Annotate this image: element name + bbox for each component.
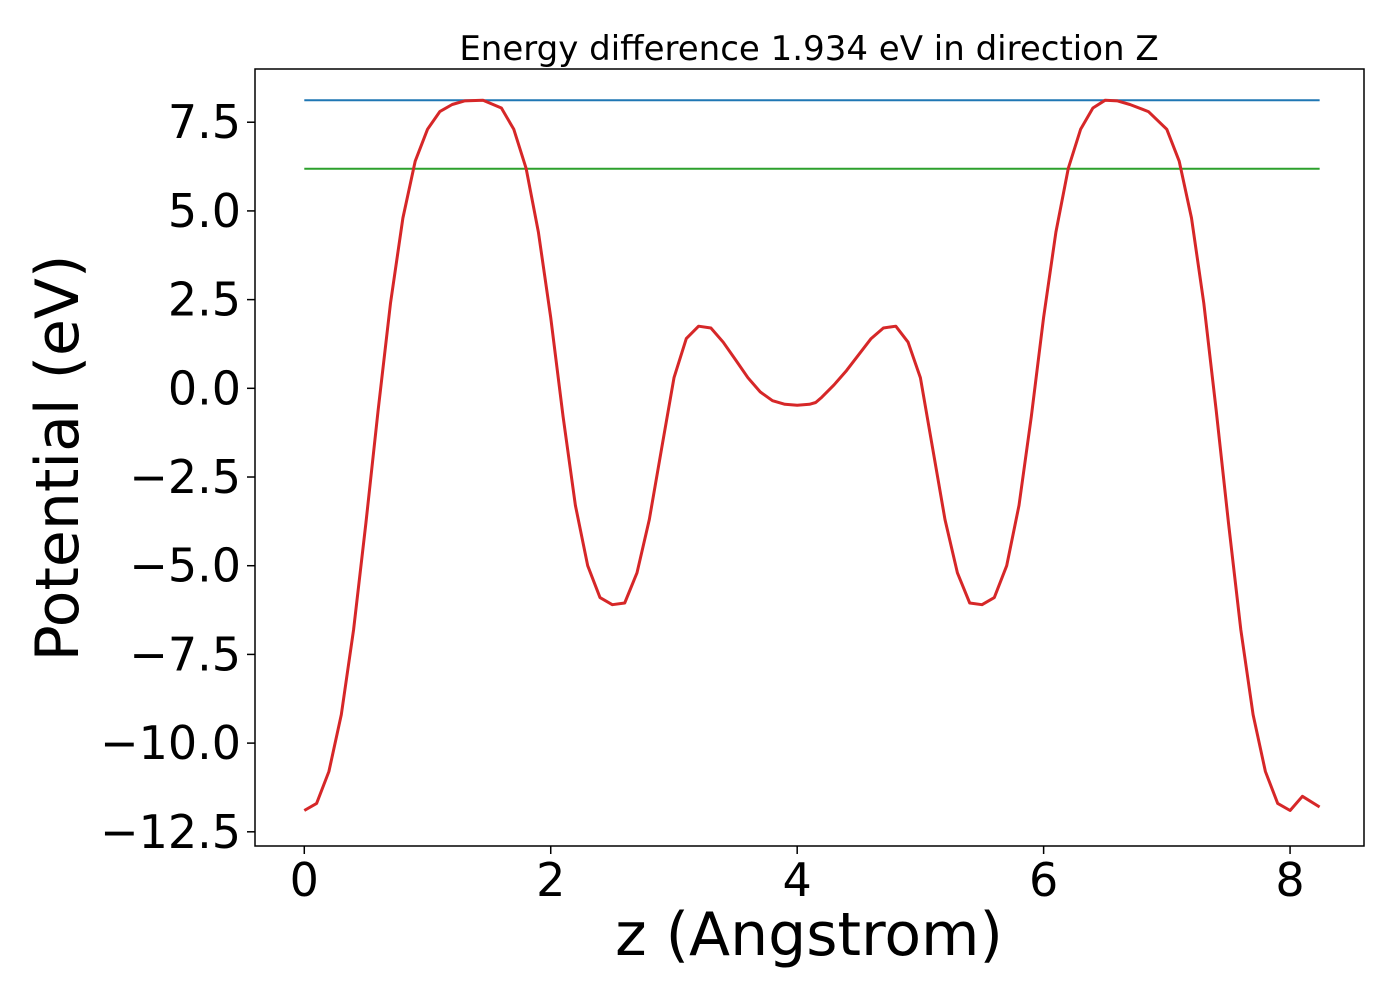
x-tick-label: 8 — [1275, 853, 1304, 907]
y-tick-label: 0.0 — [168, 361, 241, 415]
x-tick-label: 2 — [536, 853, 565, 907]
x-axis-ticks: 0 2 4 6 8 — [290, 846, 1305, 907]
x-tick-label: 0 — [290, 853, 319, 907]
y-tick-label: −5.0 — [129, 539, 241, 593]
potential-line — [303, 98, 1321, 812]
x-tick-label: 6 — [1029, 853, 1058, 907]
y-tick-label: −2.5 — [129, 450, 241, 504]
y-tick-label: −12.5 — [100, 805, 241, 859]
y-tick-label: 5.0 — [168, 184, 241, 238]
y-tick-label: 7.5 — [168, 95, 241, 149]
y-tick-label: 2.5 — [168, 273, 241, 327]
chart-title: Energy difference 1.934 eV in direction … — [459, 29, 1158, 69]
axes-frame — [254, 68, 1365, 847]
y-tick-label: −10.0 — [100, 716, 241, 770]
x-tick-label: 4 — [783, 853, 812, 907]
y-axis-label: Potential (eV) — [23, 255, 93, 662]
x-axis-label: z (Angstrom) — [615, 900, 1003, 970]
y-axis-ticks: 7.5 5.0 2.5 0.0 −2.5 −5.0 −7.5 −10.0 −12.5 — [100, 95, 255, 859]
plot-area — [303, 98, 1321, 812]
y-tick-label: −7.5 — [129, 627, 241, 681]
